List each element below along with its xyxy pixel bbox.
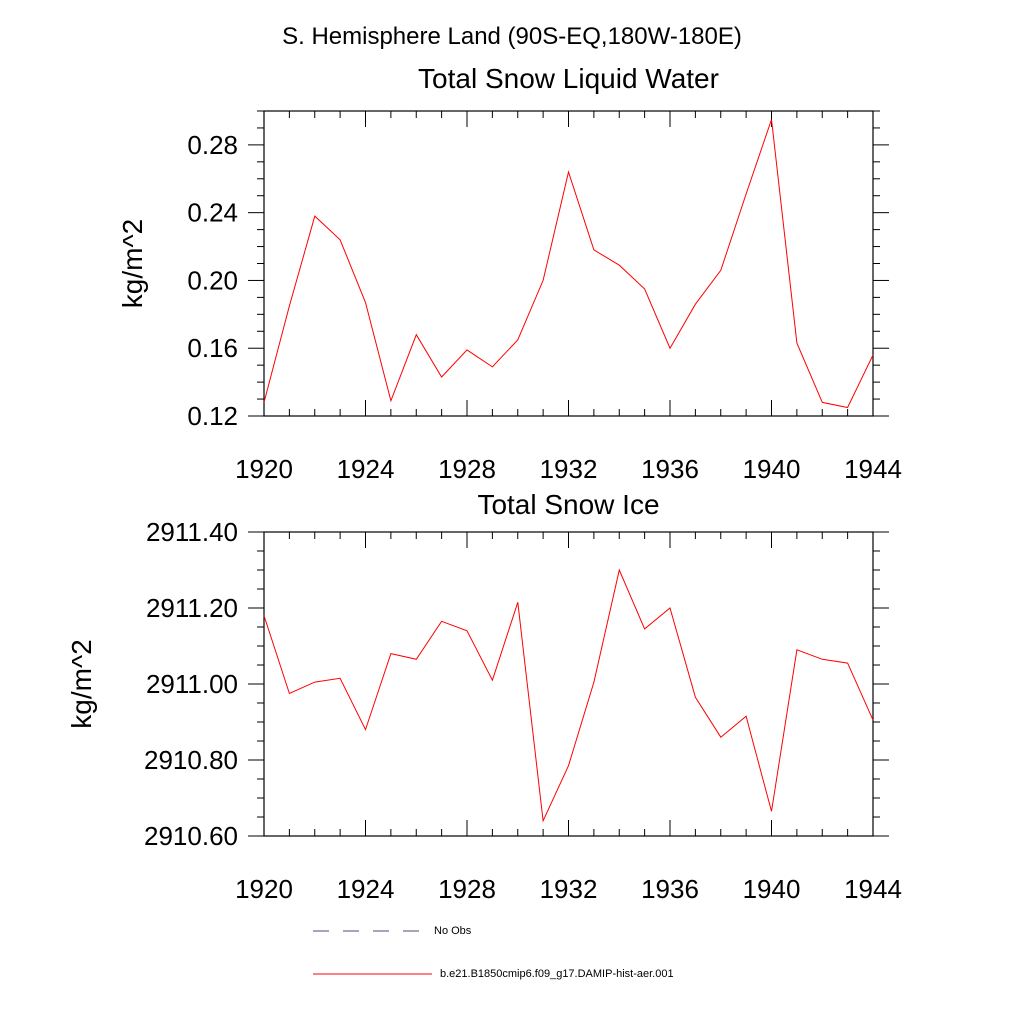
panel-total-snow-ice: Total Snow Ice 1920 1924 1928 1932 1936 1940 19…	[66, 489, 902, 904]
x-tick-label: 1940	[743, 874, 801, 904]
y-tick-label: 2910.60	[144, 821, 238, 851]
x-tick-label: 1944	[844, 454, 902, 484]
y-tick-label: 2911.00	[146, 669, 238, 699]
x-tick-label: 1944	[844, 874, 902, 904]
main-title: S. Hemisphere Land (90S-EQ,180W-180E)	[282, 23, 742, 50]
x-tick-label: 1932	[540, 454, 598, 484]
x-tick-label: 1920	[235, 454, 293, 484]
legend: No Obs b.e21.B1850cmip6.f09_g17.DAMIP-hi…	[313, 925, 674, 980]
y-tick-label: 0.12	[187, 401, 238, 431]
x-tick-label: 1920	[235, 874, 293, 904]
series-line-0	[263, 568, 874, 823]
x-tick-label: 1924	[337, 454, 395, 484]
x-tick-label: 1936	[641, 454, 699, 484]
y-axis-label: kg/m^2	[66, 639, 97, 728]
legend-label-no-obs: No Obs	[434, 925, 472, 937]
series-line-0	[263, 119, 874, 409]
plot-frame	[263, 110, 874, 417]
x-tick-label: 1932	[540, 874, 598, 904]
legend-label-model: b.e21.B1850cmip6.f09_g17.DAMIP-hist-aer.…	[440, 968, 674, 980]
y-tick-label: 0.24	[187, 198, 238, 228]
x-tick-label: 1936	[641, 874, 699, 904]
chart-title: Total Snow Liquid Water	[418, 63, 719, 94]
x-tick-label: 1940	[743, 454, 801, 484]
chart-title: Total Snow Ice	[477, 489, 659, 520]
y-tick-label: 2911.40	[146, 517, 238, 547]
x-tick-label: 1928	[438, 874, 496, 904]
y-tick-label: 2911.20	[146, 593, 238, 623]
y-tick-label: 0.28	[187, 130, 238, 160]
y-axis-label: kg/m^2	[117, 219, 148, 308]
panel-total-snow-liquid-water: Total Snow Liquid Water 1920 1924 1928 1932 1…	[117, 63, 902, 484]
x-tick-label: 1928	[438, 454, 496, 484]
y-tick-label: 2910.80	[144, 745, 238, 775]
x-tick-label: 1924	[337, 874, 395, 904]
y-tick-label: 0.16	[187, 333, 238, 363]
plot-frame	[263, 531, 874, 837]
y-tick-label: 0.20	[187, 265, 238, 295]
